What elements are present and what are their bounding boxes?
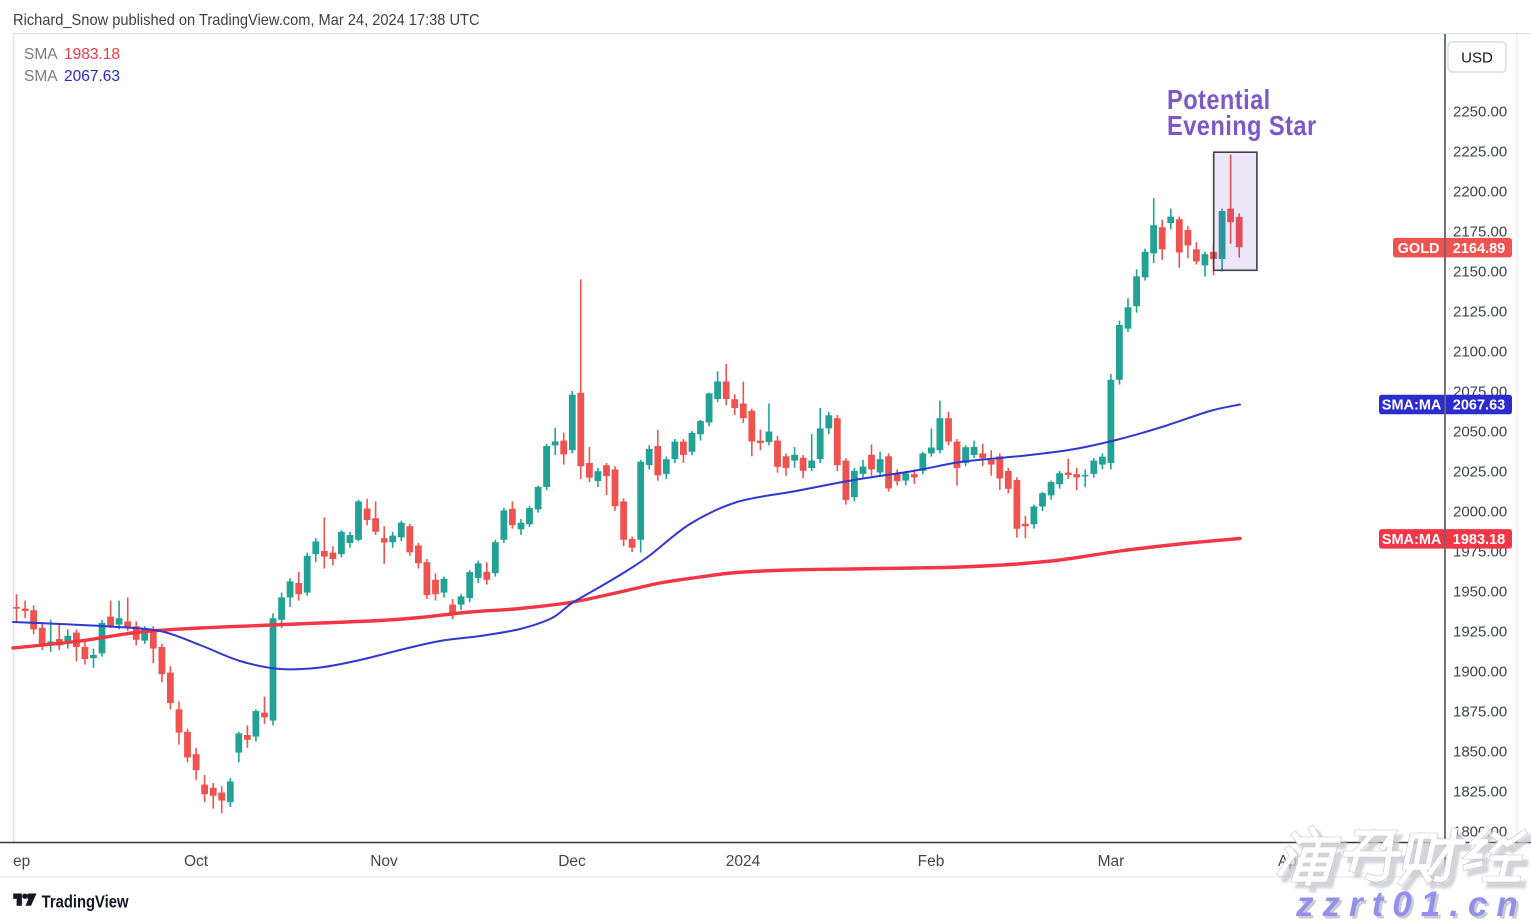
svg-text:2225.00: 2225.00 (1453, 144, 1507, 161)
svg-text:Feb: Feb (918, 853, 945, 870)
svg-text:2164.89: 2164.89 (1453, 241, 1505, 257)
svg-text:2067.63: 2067.63 (1453, 398, 1505, 414)
svg-text:Evening Star: Evening Star (1167, 111, 1317, 141)
svg-text:GOLD: GOLD (1398, 241, 1440, 257)
svg-text:2250.00: 2250.00 (1453, 104, 1507, 121)
svg-text:1825.00: 1825.00 (1453, 784, 1507, 801)
svg-text:ep: ep (13, 853, 30, 870)
svg-text:Richard_Snow published on Trad: Richard_Snow published on TradingView.co… (13, 12, 480, 29)
svg-text:1900.00: 1900.00 (1453, 664, 1507, 681)
svg-text:SMA: SMA (24, 68, 58, 85)
svg-text:SMA:MA: SMA:MA (1382, 532, 1442, 548)
svg-text:Nov: Nov (370, 853, 398, 870)
svg-text:TradingView: TradingView (42, 892, 129, 912)
svg-text:2024: 2024 (726, 853, 761, 870)
svg-text:2100.00: 2100.00 (1453, 344, 1507, 361)
svg-text:USD: USD (1461, 50, 1493, 67)
svg-text:2150.00: 2150.00 (1453, 264, 1507, 281)
svg-text:Mar: Mar (1098, 853, 1125, 870)
svg-text:1850.00: 1850.00 (1453, 744, 1507, 761)
svg-text:SMA:MA: SMA:MA (1382, 398, 1442, 414)
svg-text:2025.00: 2025.00 (1453, 464, 1507, 481)
svg-text:1875.00: 1875.00 (1453, 704, 1507, 721)
svg-text:2125.00: 2125.00 (1453, 304, 1507, 321)
svg-text:Dec: Dec (558, 853, 586, 870)
svg-text:2000.00: 2000.00 (1453, 504, 1507, 521)
svg-text:1925.00: 1925.00 (1453, 624, 1507, 641)
svg-text:2067.63: 2067.63 (64, 68, 120, 85)
svg-text:2200.00: 2200.00 (1453, 184, 1507, 201)
svg-text:2050.00: 2050.00 (1453, 424, 1507, 441)
svg-text:1950.00: 1950.00 (1453, 584, 1507, 601)
svg-text:1983.18: 1983.18 (1453, 532, 1505, 548)
svg-text:1983.18: 1983.18 (64, 46, 120, 63)
svg-text:SMA: SMA (24, 46, 58, 63)
svg-text:Potential: Potential (1167, 85, 1271, 115)
svg-text:2175.00: 2175.00 (1453, 224, 1507, 241)
svg-text:zzrt01.cn: zzrt01.cn (1295, 885, 1527, 922)
svg-text:Oct: Oct (184, 853, 209, 870)
